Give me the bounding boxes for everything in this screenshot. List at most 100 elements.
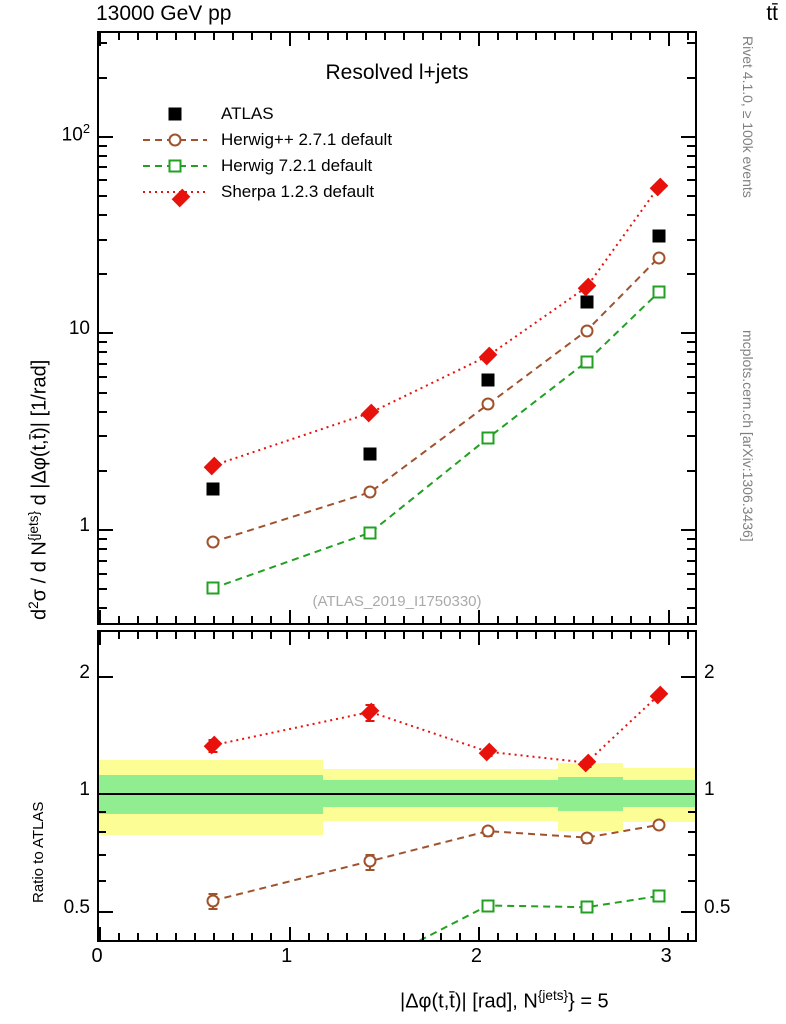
main-xtick xyxy=(193,33,196,40)
main-xtick xyxy=(592,33,595,40)
x-tick-label: 3 xyxy=(660,945,672,967)
ratio-ytick xyxy=(688,853,695,856)
ratio-xtick xyxy=(326,632,329,639)
main-xtick xyxy=(497,616,500,623)
ratio-xtick xyxy=(212,632,215,639)
ratio-reference-line xyxy=(99,793,695,796)
ratio-xtick xyxy=(649,933,652,940)
main-ytick xyxy=(687,588,695,591)
ratio-y-axis-label: Ratio to ATLAS xyxy=(30,801,47,903)
ratio-ytick-major xyxy=(99,676,113,679)
main-xtick xyxy=(554,33,557,40)
ratio-xtick xyxy=(459,933,462,940)
main-xtick xyxy=(668,33,671,46)
main-xtick xyxy=(288,610,291,623)
main-ytick xyxy=(99,154,107,157)
main-ytick xyxy=(99,238,107,241)
main-xtick xyxy=(155,616,158,623)
main-xtick xyxy=(383,33,386,40)
main-ytick xyxy=(687,469,695,472)
ratio-xtick xyxy=(364,933,367,940)
main-xtick xyxy=(383,616,386,623)
main-ytick xyxy=(99,410,107,413)
main-ytick xyxy=(99,572,107,575)
ratio-xtick xyxy=(288,927,291,940)
main-ytick xyxy=(687,41,695,44)
ratio-xtick xyxy=(573,933,576,940)
ratio-ytick-label-left: 0.5 xyxy=(63,896,90,918)
main-xtick xyxy=(288,33,291,46)
ratio-xtick xyxy=(307,632,310,639)
ratio-ytick xyxy=(99,853,106,856)
legend-entry-2: Herwig 7.2.1 default xyxy=(139,153,392,179)
ratio-xtick xyxy=(288,632,291,645)
main-xtick xyxy=(516,616,519,623)
main-xtick xyxy=(345,616,348,623)
ratio-ytick xyxy=(99,811,106,814)
main-xtick xyxy=(326,616,329,623)
main-ytick xyxy=(687,154,695,157)
main-ytick xyxy=(99,41,107,44)
ratio-xtick xyxy=(250,933,253,940)
main-xtick xyxy=(174,616,177,623)
main-ytick-label: 1 xyxy=(79,515,90,537)
main-series-point xyxy=(580,324,594,338)
ratio-ytick-label-left: 2 xyxy=(79,662,90,684)
main-xtick xyxy=(117,616,120,623)
analysis-watermark: (ATLAS_2019_I1750330) xyxy=(312,593,482,610)
ratio-xtick xyxy=(383,933,386,940)
ratio-series-point xyxy=(580,831,594,845)
main-ytick xyxy=(99,179,107,182)
main-ytick xyxy=(99,341,107,344)
main-ytick xyxy=(687,607,695,610)
main-xtick xyxy=(326,33,329,40)
legend-marker-filled-square xyxy=(168,107,182,121)
main-y-axis-label: d2σ / d N{jets} d |Δφ(t,t̄)| [1/rad] xyxy=(26,359,51,620)
main-ytick xyxy=(681,135,695,138)
main-xtick xyxy=(307,616,310,623)
main-ytick xyxy=(99,538,107,541)
main-series-point xyxy=(481,397,495,411)
main-ytick xyxy=(99,548,107,551)
legend-label-2: Herwig 7.2.1 default xyxy=(221,156,373,175)
main-ytick xyxy=(687,273,695,276)
main-xtick xyxy=(459,33,462,40)
header-beam-info: 13000 GeV pp xyxy=(96,2,232,25)
ratio-xtick xyxy=(687,933,690,940)
legend-marker-open-square xyxy=(168,159,182,173)
ratio-xtick xyxy=(117,632,120,639)
main-xtick xyxy=(478,33,481,46)
main-xtick xyxy=(516,33,519,40)
ratio-series-errorbar-cap xyxy=(365,868,375,871)
main-xtick xyxy=(630,616,633,623)
ratio-xtick xyxy=(174,632,177,639)
main-xtick xyxy=(250,616,253,623)
main-series-point xyxy=(481,373,495,387)
main-ytick xyxy=(99,529,113,532)
main-xtick xyxy=(687,616,690,623)
ratio-xtick xyxy=(592,632,595,639)
ratio-series-point xyxy=(363,854,377,868)
main-ytick xyxy=(687,559,695,562)
ratio-xtick xyxy=(99,632,101,645)
ratio-xtick xyxy=(687,632,690,639)
ratio-xtick xyxy=(193,933,196,940)
ratio-xtick xyxy=(364,632,367,639)
main-ytick xyxy=(99,469,107,472)
main-ytick xyxy=(99,351,107,354)
main-ytick-label: 10 xyxy=(68,318,90,340)
ratio-xtick xyxy=(630,933,633,940)
main-ytick xyxy=(99,273,107,276)
main-ytick xyxy=(99,76,107,79)
main-ytick xyxy=(99,391,107,394)
ratio-xtick xyxy=(440,632,443,639)
main-ytick xyxy=(99,194,107,197)
ratio-series-point xyxy=(206,894,220,908)
main-ytick xyxy=(99,376,107,379)
x-axis-label: |Δφ(t,t̄)| [rad], N{jets}} = 5 xyxy=(400,988,609,1013)
ratio-ytick-label-left: 1 xyxy=(79,779,90,801)
ratio-xtick xyxy=(136,632,139,639)
ratio-plot-panel xyxy=(97,630,697,942)
legend-label-0: ATLAS xyxy=(221,104,274,123)
